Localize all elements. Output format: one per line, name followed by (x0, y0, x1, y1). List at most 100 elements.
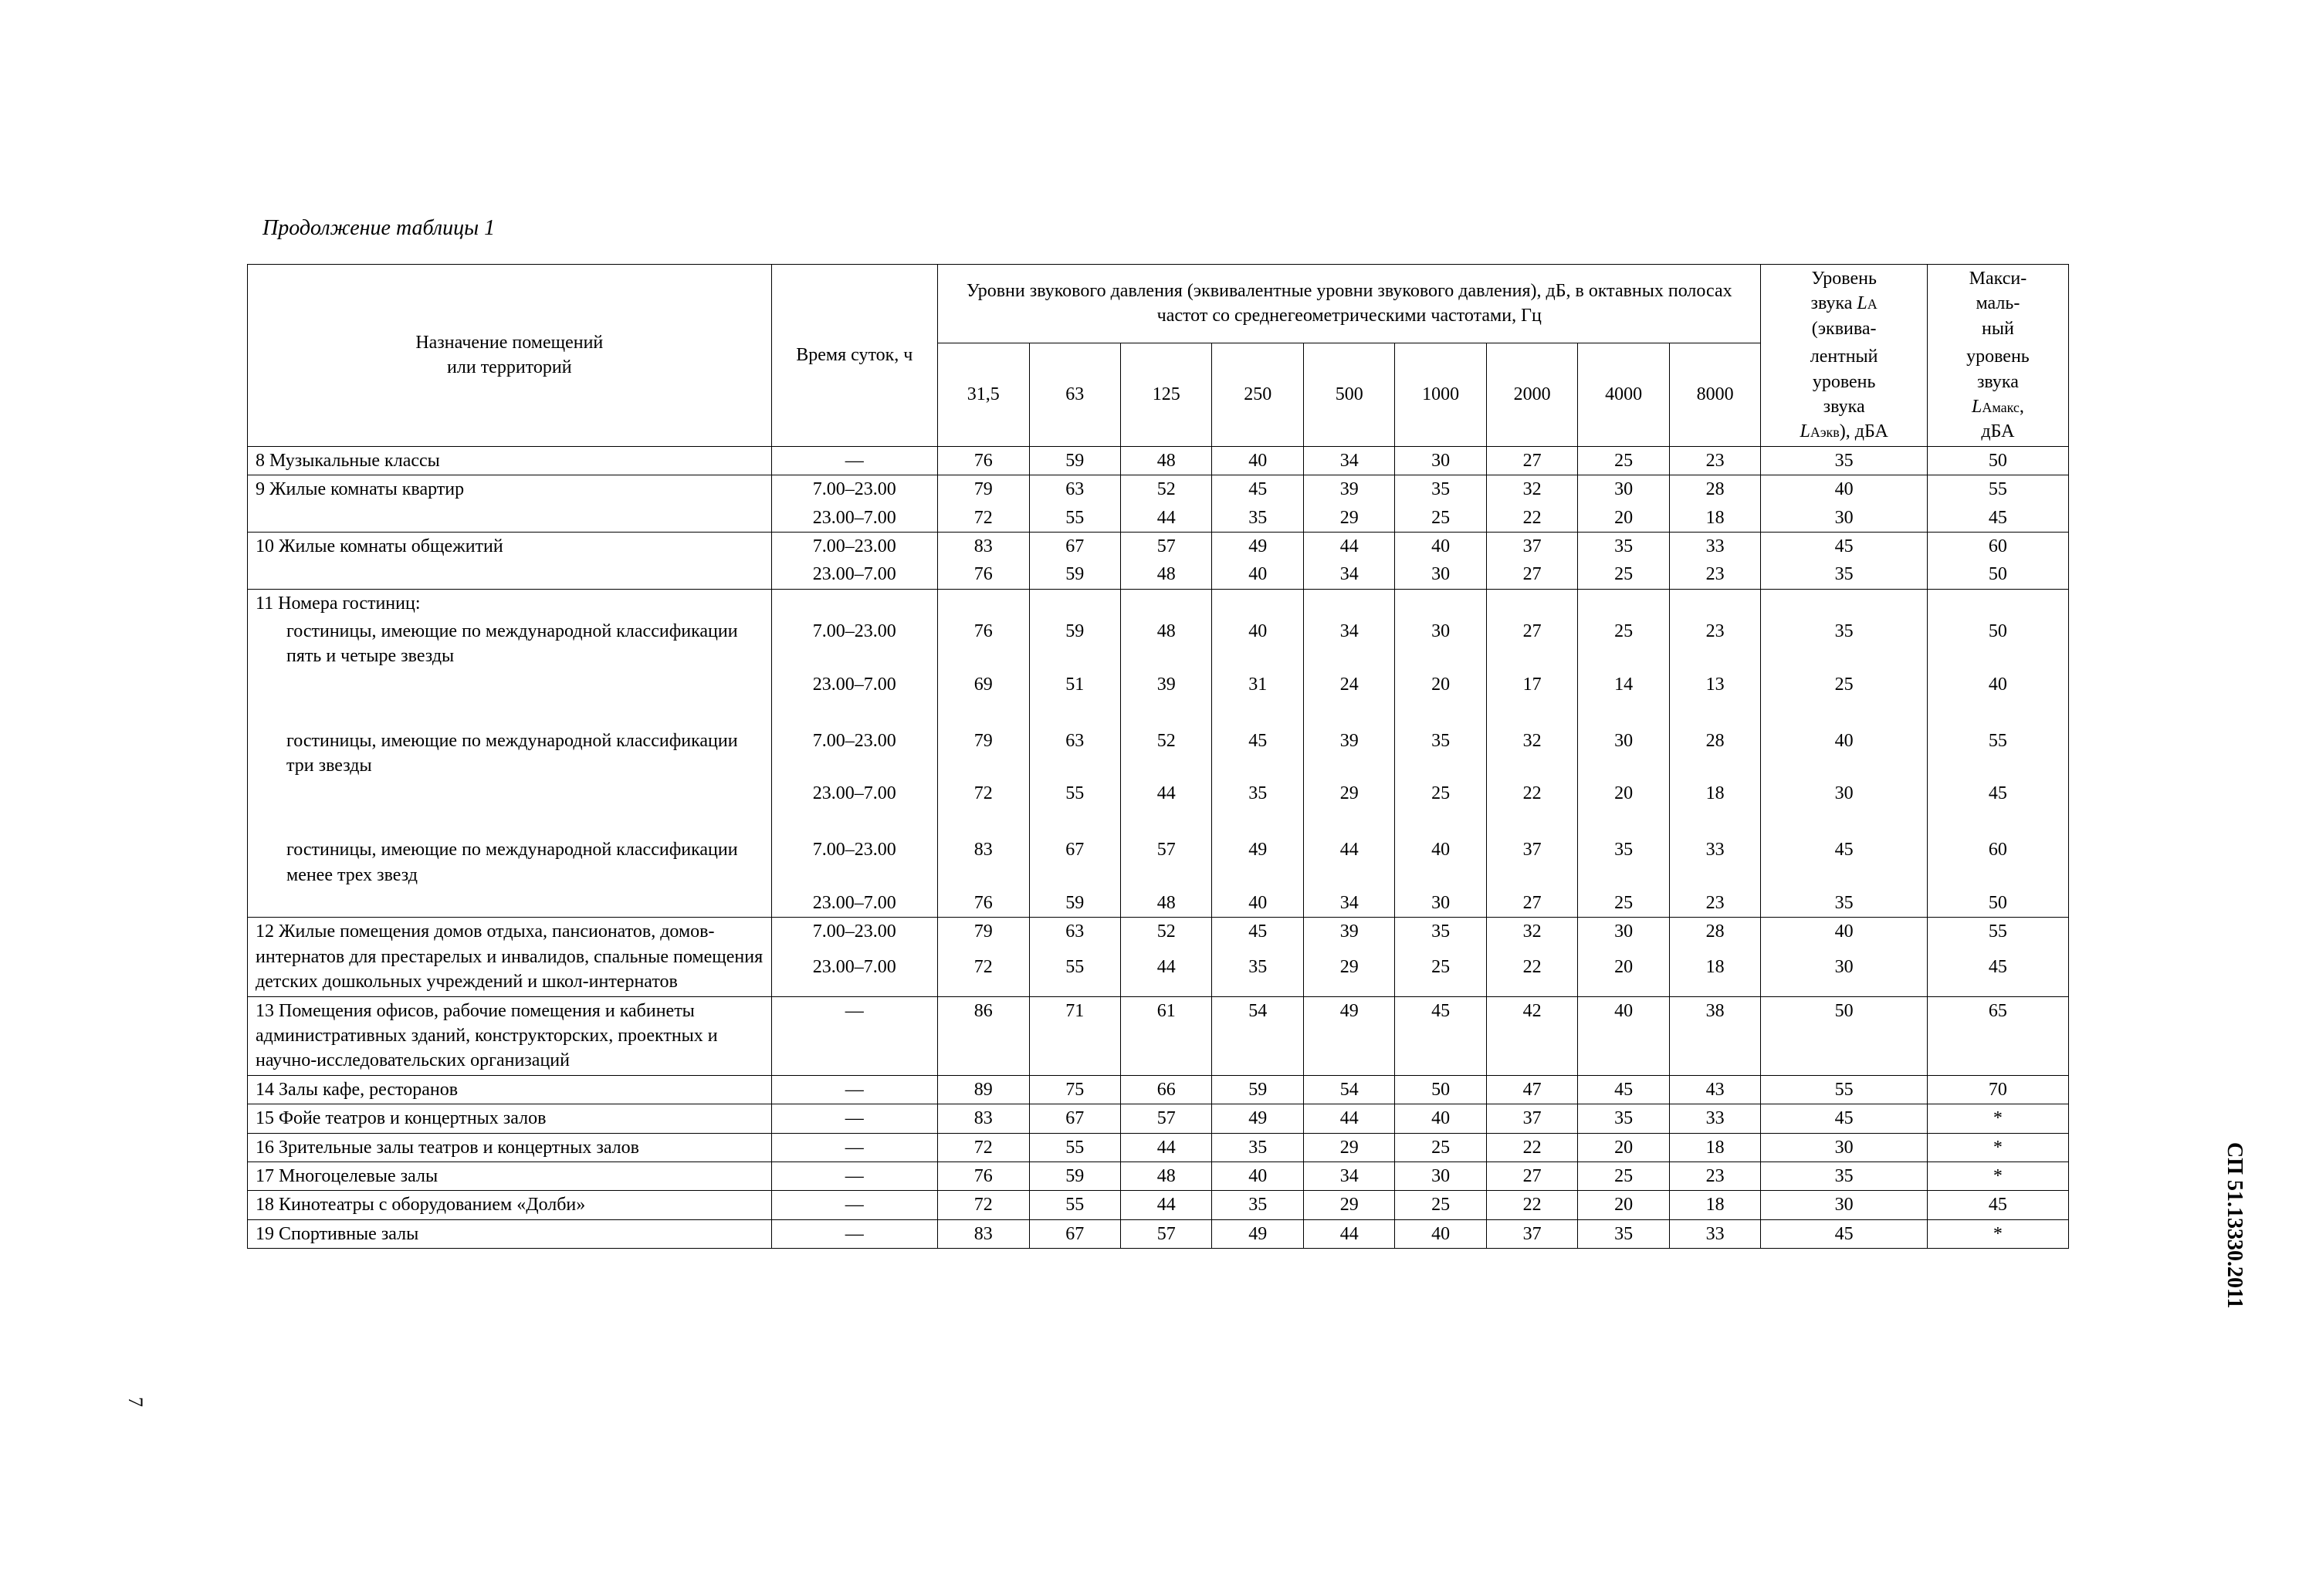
cell-freq: 27 (1486, 560, 1577, 589)
row-name: 11 Номера гостиниц: (248, 589, 772, 617)
cell-freq: 52 (1120, 727, 1211, 780)
cell-freq: 59 (1029, 560, 1120, 589)
cell-la: 55 (1761, 1075, 1927, 1104)
cell-freq: 83 (938, 1104, 1029, 1133)
cell-freq: 57 (1120, 532, 1211, 560)
cell-freq: 40 (1395, 836, 1486, 889)
cell-freq: 29 (1303, 1191, 1394, 1219)
cell-freq: 52 (1120, 475, 1211, 504)
cell-la (1761, 589, 1927, 617)
cell-freq (1578, 698, 1669, 726)
cell-freq: 43 (1669, 1075, 1761, 1104)
row-name: 18 Кинотеатры с оборудованием «Долби» (248, 1191, 772, 1219)
cell-freq: 25 (1395, 1133, 1486, 1161)
cell-freq: 44 (1303, 836, 1394, 889)
cell-lmax: 50 (1927, 560, 2068, 589)
cell-lmax (1927, 698, 2068, 726)
cell-la: 50 (1761, 996, 1927, 1075)
cell-freq: 40 (1212, 560, 1303, 589)
cell-freq: 55 (1029, 779, 1120, 807)
cell-time: 7.00–23.00 (771, 918, 937, 953)
cell-freq: 44 (1120, 504, 1211, 533)
cell-freq (1395, 698, 1486, 726)
cell-freq: 48 (1120, 889, 1211, 918)
cell-freq: 34 (1303, 1161, 1394, 1190)
cell-lmax (1927, 589, 2068, 617)
cell-freq: 20 (1578, 953, 1669, 988)
cell-freq: 79 (938, 727, 1029, 780)
cell-freq: 49 (1212, 836, 1303, 889)
cell-freq: 47 (1486, 1075, 1577, 1104)
cell-time: 7.00–23.00 (771, 617, 937, 671)
cell-lmax: * (1927, 1219, 2068, 1248)
cell-freq: 42 (1486, 996, 1577, 1075)
cell-freq: 45 (1212, 475, 1303, 504)
cell-la: 35 (1761, 889, 1927, 918)
freq-1000: 1000 (1395, 343, 1486, 446)
cell-lmax: 60 (1927, 532, 2068, 560)
cell-freq: 67 (1029, 1219, 1120, 1248)
freq-2000: 2000 (1486, 343, 1577, 446)
cell-freq: 40 (1212, 446, 1303, 475)
row-name (248, 671, 772, 698)
freq-500: 500 (1303, 343, 1394, 446)
cell-freq: 25 (1395, 779, 1486, 807)
cell-time: 7.00–23.00 (771, 727, 937, 780)
cell-lmax: 55 (1927, 727, 2068, 780)
col-header-la-top: Уровень звука LA (эквива- (1761, 265, 1927, 343)
row-name (248, 560, 772, 589)
cell-la: 30 (1761, 779, 1927, 807)
row-name (248, 808, 772, 836)
cell-freq: 33 (1669, 1219, 1761, 1248)
cell-freq: 49 (1303, 996, 1394, 1075)
cell-freq: 18 (1669, 1133, 1761, 1161)
row-name: гостиницы, имеющие по международной клас… (248, 727, 772, 780)
page-number: 7 (124, 1397, 147, 1407)
cell-freq: 44 (1120, 779, 1211, 807)
cell-la: 35 (1761, 1161, 1927, 1190)
cell-freq: 49 (1212, 1219, 1303, 1248)
cell-time: 7.00–23.00 (771, 836, 937, 889)
cell-freq: 35 (1212, 504, 1303, 533)
freq-250: 250 (1212, 343, 1303, 446)
cell-freq: 35 (1578, 1104, 1669, 1133)
cell-freq: 51 (1029, 671, 1120, 698)
cell-la: 30 (1761, 953, 1927, 988)
cell-freq: 30 (1578, 727, 1669, 780)
cell-freq: 22 (1486, 953, 1577, 988)
cell-freq: 72 (938, 953, 1029, 988)
cell-freq: 49 (1212, 532, 1303, 560)
row-name: 9 Жилые комнаты квартир (248, 475, 772, 504)
cell-freq: 20 (1578, 504, 1669, 533)
cell-freq: 40 (1395, 532, 1486, 560)
cell-freq: 79 (938, 918, 1029, 953)
cell-freq: 63 (1029, 918, 1120, 953)
cell-freq: 29 (1303, 1133, 1394, 1161)
cell-freq: 23 (1669, 617, 1761, 671)
cell-freq: 72 (938, 504, 1029, 533)
col-header-lamax-top: Макси- маль- ный (1927, 265, 2068, 343)
cell-freq: 23 (1669, 560, 1761, 589)
cell-la: 30 (1761, 504, 1927, 533)
cell-la: 30 (1761, 1133, 1927, 1161)
cell-freq: 18 (1669, 953, 1761, 988)
cell-freq: 34 (1303, 617, 1394, 671)
cell-freq (1486, 589, 1577, 617)
freq-31: 31,5 (938, 343, 1029, 446)
row-name: 8 Музыкальные классы (248, 446, 772, 475)
cell-time: 23.00–7.00 (771, 779, 937, 807)
cell-lmax: 50 (1927, 617, 2068, 671)
cell-lmax: 55 (1927, 918, 2068, 953)
freq-63: 63 (1029, 343, 1120, 446)
cell-lmax: 50 (1927, 446, 2068, 475)
cell-freq: 52 (1120, 918, 1211, 953)
freq-125: 125 (1120, 343, 1211, 446)
cell-la: 40 (1761, 475, 1927, 504)
cell-freq (1486, 698, 1577, 726)
col-header-time: Время суток, ч (771, 265, 937, 447)
cell-la: 45 (1761, 532, 1927, 560)
cell-freq: 79 (938, 475, 1029, 504)
cell-freq (1303, 589, 1394, 617)
cell-time: 23.00–7.00 (771, 671, 937, 698)
cell-freq: 39 (1303, 918, 1394, 953)
